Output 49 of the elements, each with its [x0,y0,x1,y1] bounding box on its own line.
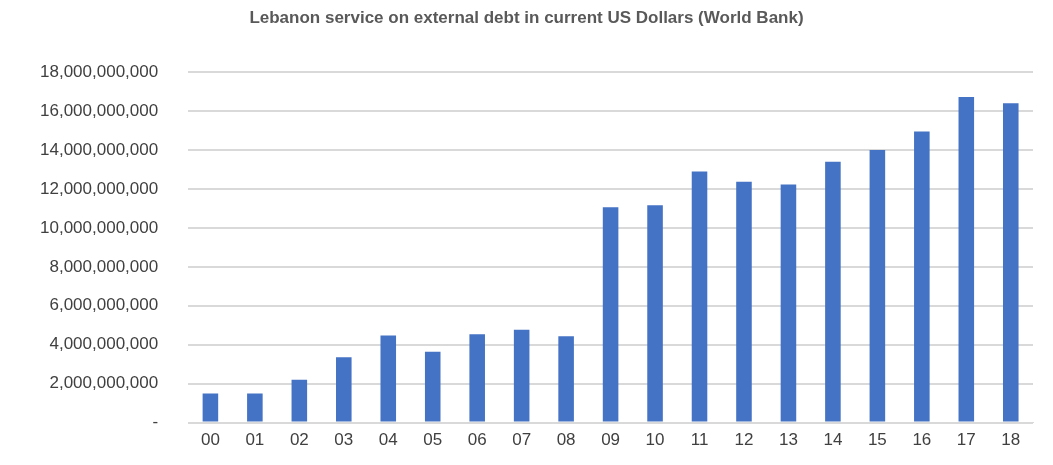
bar [914,131,930,422]
bar [558,336,574,422]
x-tick-label: 04 [378,430,398,450]
x-tick-label: 06 [467,430,487,450]
x-tick-label: 08 [556,430,576,450]
x-tick-label: 02 [289,430,309,450]
x-tick-label: 05 [423,430,443,450]
y-tick-label: 8,000,000,000 [49,256,159,276]
bar [691,171,708,422]
x-tick-label: 13 [778,430,798,450]
bar [602,207,619,422]
y-tick-label: 12,000,000,000 [40,178,159,198]
bar [825,161,841,422]
x-tick-label: 10 [645,430,665,450]
bar [247,393,263,422]
x-tick-label: 16 [912,430,932,450]
bar [424,351,441,422]
bar [202,393,219,422]
x-tick-label: 12 [734,430,754,450]
x-tick-label: 18 [1001,430,1021,450]
bar [469,334,485,422]
x-tick-label: 03 [334,430,354,450]
x-tick-label: 17 [956,430,976,450]
y-tick-label: 14,000,000,000 [40,139,159,159]
y-tick-label: - [152,412,159,432]
y-tick-label: 18,000,000,000 [40,61,159,81]
bar [513,329,530,422]
y-tick-label: 6,000,000,000 [49,295,159,315]
x-tick-label: 09 [601,430,621,450]
bar [647,205,663,422]
x-tick-label: 01 [245,430,265,450]
y-tick-label: 2,000,000,000 [49,373,159,393]
bar [958,96,975,422]
y-tick-label: 4,000,000,000 [49,334,159,354]
x-tick-label: 14 [823,430,843,450]
x-tick-label: 00 [200,430,220,450]
x-tick-label: 11 [690,430,709,450]
x-tick-label: 15 [867,430,887,450]
bar [736,181,752,422]
bar [336,357,352,422]
bar [380,335,397,422]
bar [869,150,886,422]
bar [780,184,797,422]
y-tick-label: 10,000,000,000 [40,217,159,237]
chart-title: Lebanon service on external debt in current US Dollars (World Bank) [248,8,805,29]
y-tick-label: 16,000,000,000 [40,100,159,120]
bar [291,379,308,422]
x-tick-label: 07 [512,430,532,450]
bar [1002,103,1019,422]
